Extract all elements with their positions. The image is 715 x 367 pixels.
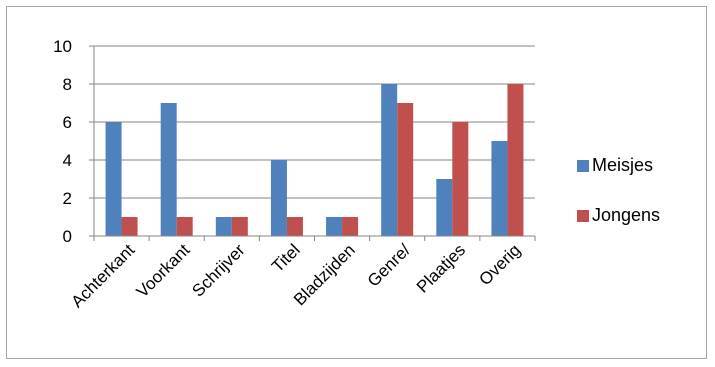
legend-label-jongens: Jongens <box>592 205 660 225</box>
y-axis-ticks: 0 2 4 6 8 10 <box>53 37 94 246</box>
bar-meisjes-6 <box>436 179 453 236</box>
legend-swatch-jongens <box>577 210 589 222</box>
bar-jongens-2 <box>231 217 248 236</box>
bar-meisjes-1 <box>160 103 177 236</box>
bar-jongens-6 <box>452 122 469 236</box>
bars <box>105 84 524 236</box>
gridlines <box>94 45 535 199</box>
x-category-label: Titel <box>268 240 304 276</box>
y-tick-label: 4 <box>63 151 72 170</box>
y-tick-label: 0 <box>63 227 72 246</box>
x-category-label: Overig <box>475 240 524 289</box>
bar-jongens-5 <box>397 103 414 236</box>
bar-meisjes-4 <box>326 217 343 236</box>
bar-jongens-3 <box>286 217 303 236</box>
y-tick-label: 6 <box>63 113 72 132</box>
bar-jongens-7 <box>507 84 524 236</box>
y-tick-label: 2 <box>63 189 72 208</box>
bar-meisjes-3 <box>270 160 287 236</box>
bar-jongens-1 <box>176 217 193 236</box>
legend: Meisjes Jongens <box>577 155 660 225</box>
y-tick-label: 8 <box>63 75 72 94</box>
legend-label-meisjes: Meisjes <box>592 155 653 175</box>
x-category-label: Achterkant <box>67 240 138 311</box>
bar-meisjes-5 <box>381 84 398 236</box>
axes <box>93 46 536 241</box>
x-category-label: Voorkant <box>133 240 194 301</box>
bar-meisjes-0 <box>105 122 122 236</box>
bar-meisjes-2 <box>215 217 232 236</box>
bar-jongens-0 <box>121 217 138 236</box>
bar-meisjes-7 <box>491 141 508 236</box>
chart-frame: 0 2 4 6 8 10 Achterkant Voorkant Schrijver Titel… <box>6 6 707 359</box>
x-category-label: Plaatjes <box>413 240 469 296</box>
y-tick-label: 10 <box>53 37 72 56</box>
bar-jongens-4 <box>342 217 359 236</box>
x-category-label: Genre/ <box>364 240 414 290</box>
legend-swatch-meisjes <box>577 160 589 172</box>
x-category-label: Schrijver <box>188 240 248 300</box>
